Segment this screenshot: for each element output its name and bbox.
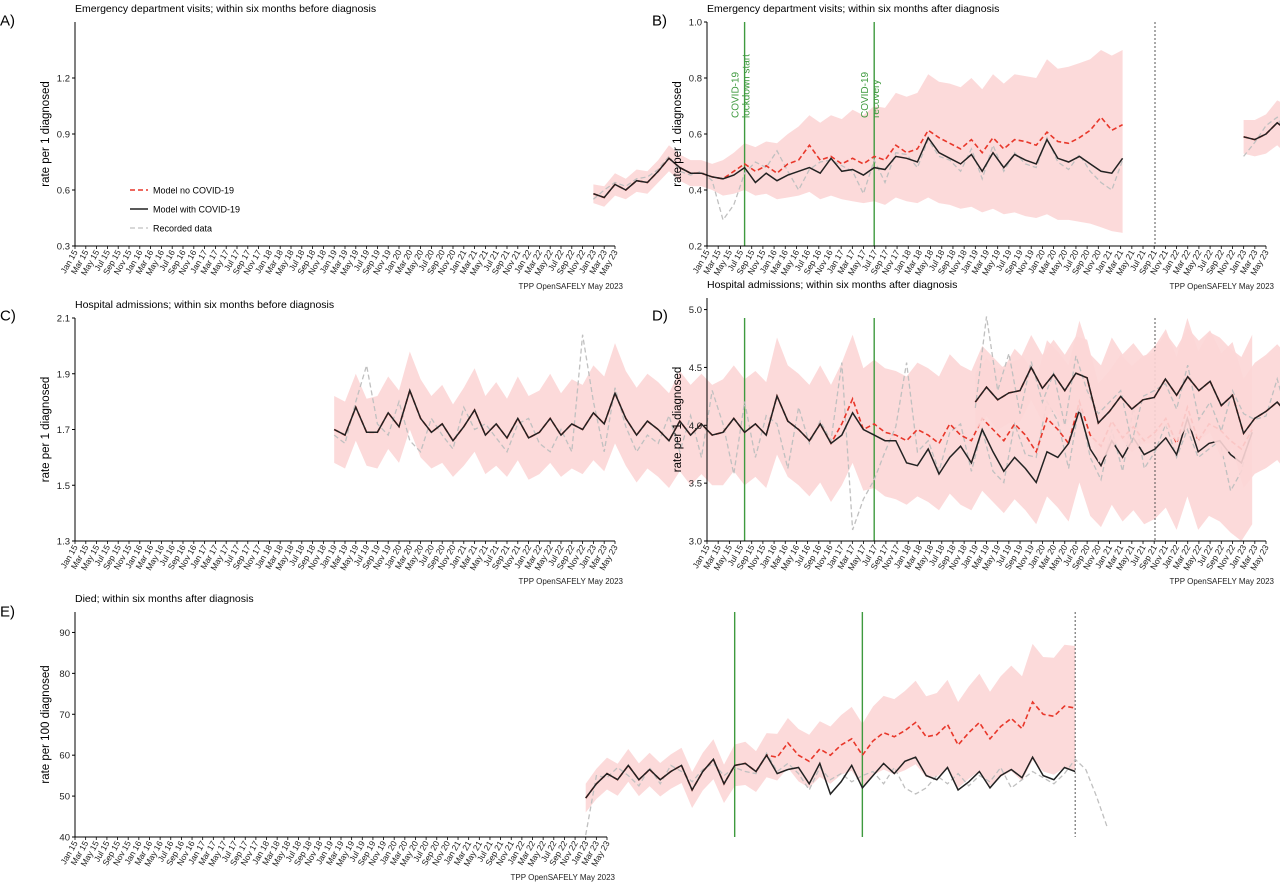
- chart-title: Died; within six months after diagnosis: [75, 593, 254, 605]
- y-tick-label: 2.1: [57, 314, 70, 325]
- y-tick-label: 0.3: [57, 242, 70, 253]
- panel-letter: B): [652, 12, 667, 29]
- chart-title: Hospital admissions; within six months b…: [75, 299, 334, 311]
- y-tick-label: 90: [59, 628, 70, 639]
- y-tick-label: 1.9: [57, 369, 70, 380]
- source-caption: TPP OpenSAFELY May 2023: [510, 873, 615, 882]
- source-caption: TPP OpenSAFELY May 2023: [1169, 577, 1274, 586]
- y-tick-label: 50: [59, 792, 70, 803]
- legend-label: Model no COVID-19: [153, 186, 234, 196]
- y-axis-label: rate per 1 diagnosed: [672, 367, 684, 473]
- y-axis-label: rate per 1 diagnosed: [40, 81, 52, 187]
- recorded-data-line: [333, 334, 1253, 531]
- confidence-band: [975, 328, 1280, 488]
- panel-letter: C): [0, 307, 16, 324]
- y-axis-label: rate per 100 diagnosed: [40, 665, 52, 783]
- y-tick-label: 3.5: [689, 479, 702, 490]
- recorded-data-line: [592, 135, 1124, 222]
- lockdown-start-label: lockdown start: [742, 54, 753, 118]
- y-axis-label: rate per 1 diagnosed: [40, 377, 52, 483]
- legend-label: Model with COVID-19: [153, 205, 240, 215]
- y-tick-label: 1.2: [57, 74, 70, 85]
- y-tick-label: 0.4: [689, 186, 702, 197]
- y-tick-label: 0.6: [689, 130, 702, 141]
- y-tick-label: 0.8: [689, 74, 702, 85]
- y-axis-label: rate per 1 diagnosed: [672, 81, 684, 187]
- source-caption: TPP OpenSAFELY May 2023: [1169, 282, 1274, 291]
- recorded-data-line: [974, 316, 1280, 443]
- y-tick-label: 0.9: [57, 130, 70, 141]
- y-tick-label: 70: [59, 710, 70, 721]
- model-with-covid-line: [974, 365, 1280, 436]
- y-tick-label: 3.0: [689, 537, 702, 548]
- chart-title: Emergency department visits; within six …: [707, 3, 999, 15]
- legend: Model no COVID-19 Model with COVID-19 Reco…: [130, 186, 240, 234]
- recovery-label: recovery: [871, 80, 882, 118]
- confidence-band: [1243, 100, 1280, 157]
- y-tick-label: 4.5: [689, 363, 702, 374]
- y-tick-label: 4.0: [689, 421, 702, 432]
- y-tick-label: 1.0: [689, 18, 702, 29]
- model-with-covid-line: [333, 388, 1253, 485]
- y-tick-label: 60: [59, 751, 70, 762]
- y-tick-label: 1.3: [57, 537, 70, 548]
- panel-a: A) Emergency department visits; within si…: [0, 3, 1156, 291]
- panel-b: B) Emergency department visits; within si…: [652, 3, 1280, 291]
- panel-e: E) Died; within six months after diagnosi…: [0, 593, 1108, 882]
- model-with-covid-line: [593, 136, 1124, 199]
- model-no-covid-line: [585, 700, 1076, 799]
- model-with-covid-line: [585, 753, 1076, 799]
- recovery-label: COVID-19: [860, 71, 871, 118]
- panel-letter: A): [0, 12, 15, 29]
- legend-label: Recorded data: [153, 224, 212, 234]
- panel-letter: E): [0, 603, 15, 620]
- y-tick-label: 0.6: [57, 186, 70, 197]
- y-tick-label: 0.2: [689, 242, 702, 253]
- chart-title: Emergency department visits; within six …: [75, 3, 376, 15]
- source-caption: TPP OpenSAFELY May 2023: [518, 282, 623, 291]
- y-tick-label: 40: [59, 833, 70, 844]
- panel-letter: D): [652, 307, 668, 324]
- confidence-band: [593, 50, 1123, 233]
- panel-d: D) Hospital admissions; within six months…: [652, 279, 1280, 586]
- recorded-data-line: [585, 751, 1108, 836]
- chart-title: Hospital admissions; within six months a…: [707, 279, 957, 291]
- y-tick-label: 80: [59, 669, 70, 680]
- confidence-band: [585, 643, 1076, 813]
- lockdown-start-label: COVID-19: [731, 71, 742, 118]
- y-tick-label: 1.5: [57, 481, 70, 492]
- y-tick-label: 5.0: [689, 305, 702, 316]
- source-caption: TPP OpenSAFELY May 2023: [518, 577, 623, 586]
- y-tick-label: 1.7: [57, 425, 70, 436]
